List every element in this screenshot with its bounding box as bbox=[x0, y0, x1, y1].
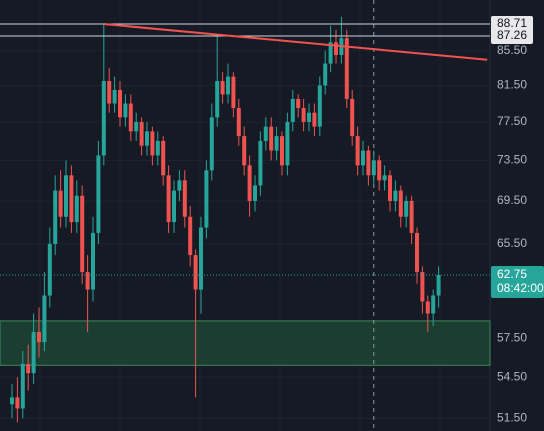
candle-body bbox=[26, 363, 31, 374]
candle-body bbox=[91, 232, 95, 290]
candle-body bbox=[323, 63, 328, 86]
y-tick-label: 77.50 bbox=[497, 114, 527, 128]
candle-body bbox=[155, 140, 160, 156]
candle-body bbox=[188, 216, 193, 256]
candle-body bbox=[85, 272, 90, 290]
candle-body bbox=[425, 301, 430, 314]
candle-body bbox=[366, 150, 371, 176]
y-tick-label: 65.50 bbox=[497, 236, 527, 250]
current-price-time: 08:42:00 bbox=[497, 281, 544, 295]
candle-body bbox=[15, 397, 20, 409]
candle-body bbox=[420, 272, 425, 302]
candle-body bbox=[290, 98, 295, 122]
candle-body bbox=[74, 195, 79, 223]
candle-body bbox=[350, 98, 355, 137]
candle-body bbox=[80, 195, 85, 273]
candle-body bbox=[280, 136, 284, 166]
candle-body bbox=[64, 175, 68, 217]
candle-body bbox=[10, 397, 14, 405]
candle-body bbox=[334, 42, 338, 55]
candle-body bbox=[139, 121, 144, 146]
candle-body bbox=[220, 81, 225, 95]
candle-body bbox=[269, 126, 274, 151]
candle-body bbox=[199, 227, 203, 290]
candle-body bbox=[193, 255, 198, 290]
candle-body bbox=[236, 108, 241, 137]
current-price-box bbox=[491, 265, 544, 298]
candle-body bbox=[31, 332, 36, 374]
candle-body bbox=[415, 232, 419, 273]
candle-body bbox=[377, 160, 382, 181]
candle-body bbox=[69, 175, 74, 223]
candle-body bbox=[118, 89, 122, 118]
candle-body bbox=[47, 243, 52, 296]
candle-body bbox=[431, 295, 436, 314]
candle-body bbox=[296, 98, 301, 109]
candle-body bbox=[128, 103, 133, 132]
candle-body bbox=[274, 136, 279, 151]
y-tick-label: 81.50 bbox=[497, 78, 527, 92]
candle-body bbox=[398, 190, 403, 217]
candle-body bbox=[53, 190, 58, 244]
candle-body bbox=[204, 170, 209, 228]
candle-body bbox=[328, 42, 333, 64]
y-tick-label: 73.50 bbox=[497, 153, 527, 167]
candle-body bbox=[242, 136, 247, 166]
candle-body bbox=[285, 121, 290, 166]
candle-body bbox=[231, 76, 236, 109]
candle-body bbox=[344, 38, 349, 99]
y-tick-label: 69.50 bbox=[497, 193, 527, 207]
y-tick-label: 85.50 bbox=[497, 43, 527, 57]
current-price-label: 62.75 bbox=[497, 267, 527, 281]
candle-body bbox=[96, 155, 101, 233]
candle-body bbox=[247, 165, 252, 201]
candle-body bbox=[436, 274, 441, 296]
candle-body bbox=[317, 85, 322, 127]
candle-body bbox=[355, 136, 360, 166]
candle-body bbox=[361, 150, 365, 166]
candle-body bbox=[37, 332, 41, 343]
candle-body bbox=[161, 140, 166, 176]
candle-body bbox=[371, 160, 376, 176]
candle-body bbox=[258, 140, 263, 186]
zone bbox=[0, 320, 491, 366]
candle-body bbox=[172, 190, 176, 223]
candle-body bbox=[253, 185, 257, 201]
trendline bbox=[103, 23, 488, 61]
candle-body bbox=[209, 117, 214, 171]
y-tick-label: 57.50 bbox=[497, 331, 527, 345]
price-line-label: 88.71 bbox=[497, 16, 527, 30]
candle-body bbox=[42, 295, 47, 343]
candle-body bbox=[101, 81, 106, 156]
candle-body bbox=[215, 81, 220, 118]
y-tick-label: 54.50 bbox=[497, 369, 527, 383]
price-line-label-box bbox=[491, 27, 533, 44]
price-line-label: 87.26 bbox=[497, 28, 527, 42]
candle-body bbox=[150, 131, 155, 156]
candle-body bbox=[382, 175, 387, 181]
candle-body bbox=[409, 200, 414, 233]
candle-body bbox=[58, 190, 63, 217]
candle-body bbox=[177, 180, 182, 191]
candle-body bbox=[404, 200, 409, 217]
candle-body bbox=[226, 76, 230, 95]
candle-body bbox=[182, 180, 187, 217]
candle-body bbox=[134, 121, 139, 132]
y-tick-label: 51.50 bbox=[497, 410, 527, 424]
candle-body bbox=[301, 108, 306, 122]
candle-body bbox=[107, 81, 112, 104]
candle-body bbox=[388, 175, 392, 201]
candle-body bbox=[145, 131, 149, 146]
candle-body bbox=[393, 190, 398, 201]
candle-body bbox=[263, 126, 268, 141]
candle-body bbox=[20, 363, 25, 409]
candle-body bbox=[166, 175, 171, 223]
candle-body bbox=[312, 112, 317, 127]
candle-body bbox=[307, 112, 311, 122]
candle-body bbox=[112, 89, 117, 104]
candle-body bbox=[123, 103, 128, 118]
